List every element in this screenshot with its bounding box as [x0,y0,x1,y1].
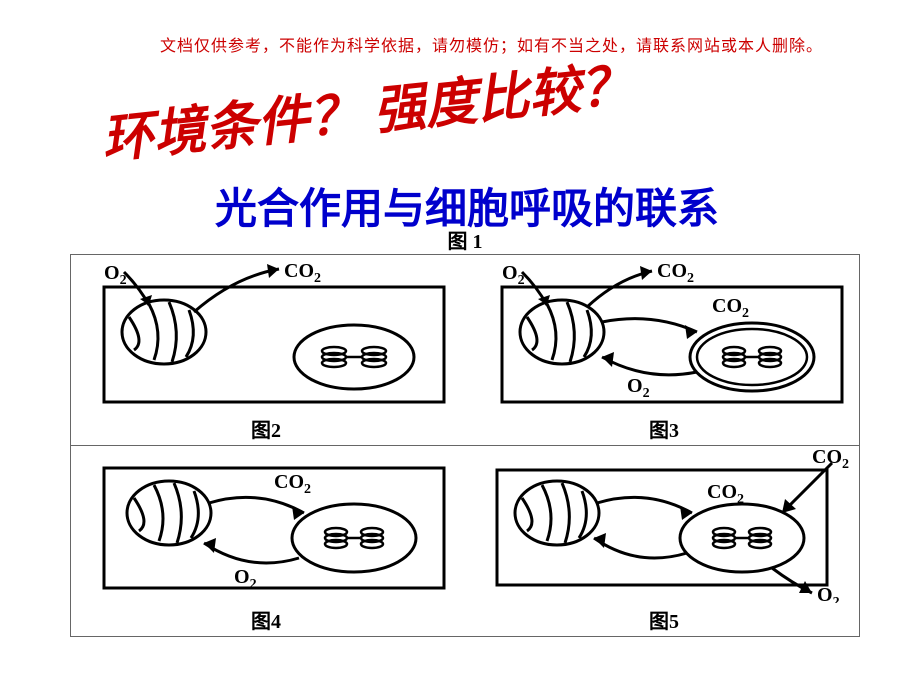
fig1-label: 图 1 [70,225,860,254]
svg-text:CO2: CO2 [812,448,849,472]
disclaimer-text: 文档仅供参考，不能作为科学依据，请勿模仿；如有不当之处，请联系网站或本人删除。 [160,32,860,56]
svg-text:O2: O2 [502,262,525,288]
fig4-label: 图4 [251,605,281,634]
svg-text:CO2: CO2 [712,295,749,321]
svg-text:CO2: CO2 [657,260,694,286]
panel-fig3: O2 CO2 CO2 O2 图3 [471,257,857,443]
fig2-label: 图2 [251,414,281,443]
svg-text:CO2: CO2 [707,481,744,507]
row-2: CO2 O2 图4 [70,446,860,637]
fig3-label: 图3 [649,414,679,443]
panel-fig4: CO2 O2 图4 [73,448,459,634]
svg-text:O2: O2 [104,262,127,288]
figure-area: 图 1 [70,225,860,637]
svg-text:O2: O2 [627,375,650,401]
svg-text:CO2: CO2 [274,471,311,497]
fig2-svg: O2 CO2 [74,257,459,412]
fig5-label: 图5 [649,605,679,634]
panel-fig2: O2 CO2 图2 [73,257,459,443]
svg-text:CO2: CO2 [284,260,321,286]
row-1: O2 CO2 图2 [70,254,860,446]
fig3-svg: O2 CO2 CO2 O2 [472,257,857,412]
fig4-svg: CO2 O2 [74,448,459,603]
rotated-title: 环境条件？ 强度比较？ [98,42,636,172]
fig5-svg: CO2 CO2 O2 [472,448,857,603]
panel-fig5: CO2 CO2 O2 图5 [471,448,857,634]
svg-text:O2: O2 [817,584,840,603]
